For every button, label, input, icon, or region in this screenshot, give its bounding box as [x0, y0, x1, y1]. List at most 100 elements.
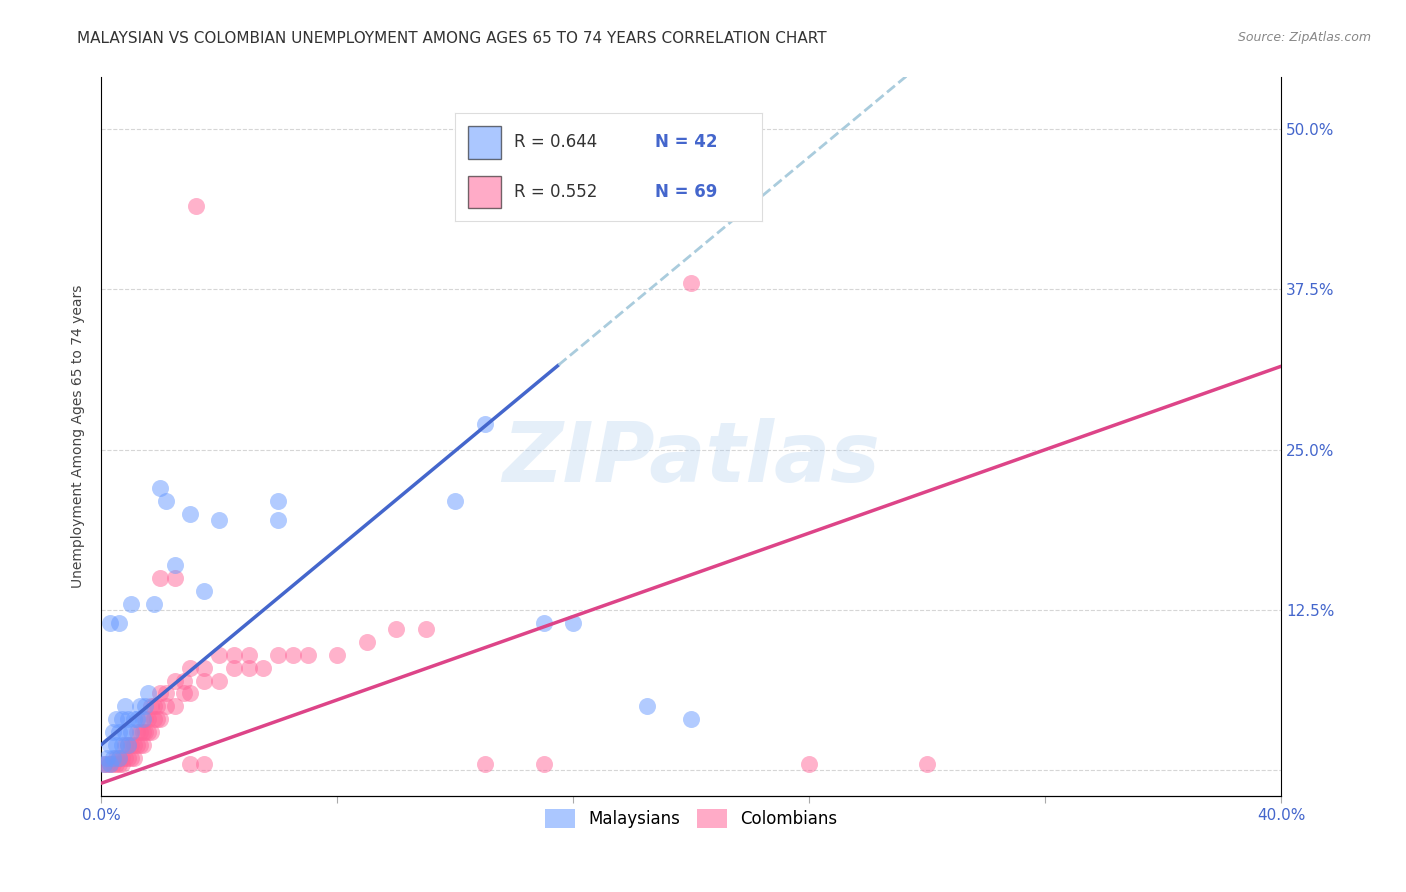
Point — [125, 712, 148, 726]
Point — [146, 699, 169, 714]
Point — [108, 750, 131, 764]
Point — [141, 725, 163, 739]
Point — [143, 699, 166, 714]
Point — [149, 481, 172, 495]
Point — [267, 494, 290, 508]
Point — [134, 725, 156, 739]
Point — [149, 571, 172, 585]
Point — [681, 276, 703, 290]
Point — [143, 712, 166, 726]
Point — [108, 750, 131, 764]
Point — [141, 699, 163, 714]
Point — [134, 699, 156, 714]
Point — [128, 738, 150, 752]
Point — [111, 712, 134, 726]
Text: ZIPatlas: ZIPatlas — [502, 417, 880, 499]
Point — [146, 712, 169, 726]
Point — [138, 712, 160, 726]
Point — [131, 738, 153, 752]
Point — [163, 699, 186, 714]
Point — [120, 750, 142, 764]
Point — [117, 738, 139, 752]
Point — [96, 750, 118, 764]
Point — [122, 738, 145, 752]
Point — [114, 725, 136, 739]
Point — [281, 648, 304, 662]
Point — [114, 738, 136, 752]
Point — [179, 661, 201, 675]
Point — [533, 615, 555, 630]
Point — [101, 750, 124, 764]
Point — [104, 757, 127, 772]
Y-axis label: Unemployment Among Ages 65 to 74 years: Unemployment Among Ages 65 to 74 years — [72, 285, 86, 589]
Point — [238, 661, 260, 675]
Point — [108, 725, 131, 739]
Point — [740, 186, 762, 200]
Point — [238, 648, 260, 662]
Point — [111, 750, 134, 764]
Point — [114, 750, 136, 764]
Point — [114, 699, 136, 714]
Point — [193, 661, 215, 675]
Point — [134, 712, 156, 726]
Point — [356, 635, 378, 649]
Point — [104, 750, 127, 764]
Point — [917, 757, 939, 772]
Point — [184, 199, 207, 213]
Point — [111, 738, 134, 752]
Point — [193, 757, 215, 772]
Point — [149, 712, 172, 726]
Point — [155, 686, 177, 700]
Point — [297, 648, 319, 662]
Point — [125, 725, 148, 739]
Point — [93, 757, 115, 772]
Point — [98, 738, 121, 752]
Point — [179, 686, 201, 700]
Point — [193, 673, 215, 688]
Point — [193, 583, 215, 598]
Point — [108, 757, 131, 772]
Point — [101, 757, 124, 772]
Point — [117, 712, 139, 726]
Point — [120, 725, 142, 739]
Point — [267, 513, 290, 527]
Point — [125, 738, 148, 752]
Legend: Malaysians, Colombians: Malaysians, Colombians — [538, 802, 844, 835]
Point — [155, 494, 177, 508]
Point — [98, 615, 121, 630]
Point — [138, 686, 160, 700]
Point — [131, 712, 153, 726]
Point — [93, 757, 115, 772]
Point — [474, 417, 496, 431]
Point — [222, 648, 245, 662]
Point — [208, 648, 231, 662]
Point — [143, 597, 166, 611]
Point — [128, 725, 150, 739]
Point — [122, 712, 145, 726]
Point — [96, 757, 118, 772]
Point — [122, 750, 145, 764]
Point — [104, 712, 127, 726]
Point — [155, 699, 177, 714]
Point — [222, 661, 245, 675]
Point — [173, 686, 195, 700]
Point — [111, 757, 134, 772]
Point — [267, 648, 290, 662]
Point — [117, 738, 139, 752]
Point — [173, 673, 195, 688]
Point — [444, 494, 467, 508]
Point — [252, 661, 274, 675]
Point — [128, 699, 150, 714]
Point — [799, 757, 821, 772]
Point — [179, 507, 201, 521]
Point — [326, 648, 349, 662]
Point — [163, 571, 186, 585]
Point — [138, 725, 160, 739]
Point — [474, 757, 496, 772]
Point — [131, 725, 153, 739]
Point — [120, 738, 142, 752]
Point — [163, 673, 186, 688]
Point — [98, 757, 121, 772]
Point — [415, 622, 437, 636]
Point — [179, 757, 201, 772]
